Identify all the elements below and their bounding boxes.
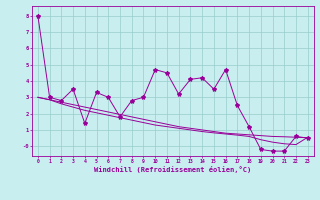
X-axis label: Windchill (Refroidissement éolien,°C): Windchill (Refroidissement éolien,°C) — [94, 166, 252, 173]
